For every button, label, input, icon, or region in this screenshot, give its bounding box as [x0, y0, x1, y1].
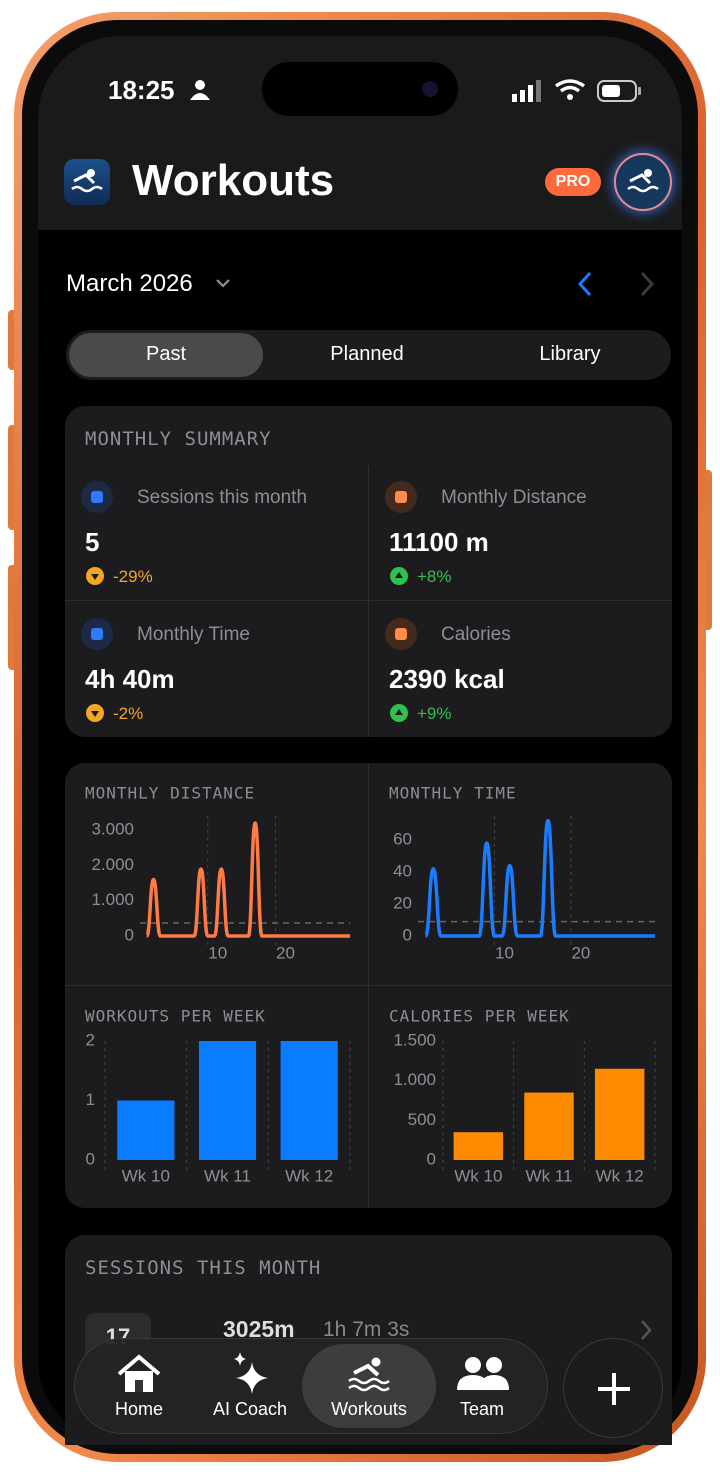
page-title: Workouts: [132, 156, 335, 205]
x-tick-label: 20: [276, 943, 295, 962]
tab-label[interactable]: Team: [459, 1399, 504, 1419]
x-tick-label: Wk 11: [526, 1166, 573, 1185]
tab-label[interactable]: AI Coach: [212, 1399, 288, 1419]
stat-value: 2390 kcal: [389, 664, 505, 694]
bar: [594, 1068, 645, 1160]
stat-label: Monthly Distance: [441, 487, 587, 508]
stat-icon: [385, 481, 417, 513]
stat-label: Monthly Time: [137, 624, 250, 645]
bar: [453, 1132, 504, 1160]
tab[interactable]: Past: [145, 343, 187, 365]
status-icons: [512, 79, 641, 102]
dynamic-island: [262, 62, 458, 116]
month-label[interactable]: March 2026: [66, 270, 193, 297]
tab-label[interactable]: Workouts: [331, 1399, 407, 1419]
y-tick-label: 0: [86, 1149, 95, 1168]
stat-icon: [81, 481, 113, 513]
status-time: 18:25: [108, 75, 175, 105]
y-tick-label: 0: [427, 1149, 436, 1168]
line: [423, 819, 655, 938]
app-icon: [64, 159, 110, 205]
next-button[interactable]: [636, 270, 658, 298]
y-tick-label: 1.000: [91, 890, 134, 909]
chart-title: MONTHLY TIME: [389, 784, 517, 803]
y-tick-label: 40: [393, 861, 412, 880]
trend-icon: [86, 704, 104, 722]
dropdown-icon[interactable]: [214, 276, 232, 290]
stat-label: Sessions this month: [137, 487, 308, 508]
tab[interactable]: Planned: [330, 343, 404, 365]
tab-label[interactable]: Home: [114, 1399, 163, 1419]
status-icon: [190, 80, 210, 100]
stat-change: -2%: [113, 704, 144, 723]
stat-change: -29%: [113, 567, 153, 586]
y-tick-label: 2.000: [91, 855, 134, 874]
chart-title: WORKOUTS PER WEEK: [85, 1007, 266, 1026]
side-button: [8, 565, 18, 670]
bar: [280, 1041, 338, 1160]
stat-value: 5: [85, 527, 100, 557]
ai-coach-icon[interactable]: [228, 1350, 274, 1396]
trend-icon: [390, 704, 408, 722]
stat-value: 4h 40m: [85, 664, 175, 694]
tab[interactable]: Library: [539, 343, 601, 365]
y-tick-label: 20: [393, 893, 412, 912]
x-tick-label: 20: [571, 943, 590, 962]
trend-icon: [86, 567, 104, 585]
line: [145, 821, 350, 938]
section-title: SESSIONS THIS MONTH: [85, 1257, 322, 1279]
chart-title: MONTHLY DISTANCE: [85, 784, 255, 803]
summary-card: [65, 406, 672, 737]
selected-tab: [302, 1344, 436, 1428]
add-button[interactable]: [563, 1338, 663, 1438]
x-tick-label: Wk 10: [454, 1166, 502, 1185]
x-tick-label: Wk 10: [122, 1166, 170, 1185]
pro-badge[interactable]: PRO: [545, 168, 601, 196]
home-icon[interactable]: [116, 1354, 162, 1394]
session-distance: 3025m: [223, 1316, 295, 1342]
side-button: [8, 425, 18, 530]
y-tick-label: 0: [403, 925, 412, 944]
chart-title: CALORIES PER WEEK: [389, 1007, 570, 1026]
team-icon[interactable]: [456, 1356, 510, 1392]
y-tick-label: 3.000: [91, 820, 134, 839]
y-tick-label: 0: [125, 925, 134, 944]
avatar[interactable]: [614, 153, 672, 211]
y-tick-label: 1.500: [393, 1030, 436, 1049]
bar: [117, 1100, 175, 1160]
stat-label: Calories: [441, 624, 511, 645]
prev-button[interactable]: [574, 270, 596, 298]
section-title: MONTHLY SUMMARY: [85, 428, 272, 450]
stat-icon: [81, 618, 113, 650]
y-tick-label: 60: [393, 829, 412, 848]
stat-icon: [385, 618, 417, 650]
workouts-icon[interactable]: [346, 1354, 392, 1392]
x-tick-label: Wk 12: [596, 1166, 644, 1185]
x-tick-label: 10: [208, 943, 227, 962]
x-tick-label: 10: [495, 943, 514, 962]
x-tick-label: Wk 11: [204, 1166, 251, 1185]
stat-value: 11100 m: [389, 527, 489, 557]
x-tick-label: Wk 12: [285, 1166, 333, 1185]
stat-change: +9%: [417, 704, 452, 723]
chevron[interactable]: [638, 1318, 654, 1342]
side-button: [8, 310, 18, 370]
trend-icon: [390, 567, 408, 585]
side-button: [702, 470, 712, 630]
y-tick-label: 1: [86, 1090, 95, 1109]
bar: [524, 1092, 574, 1160]
selected-segment: [69, 333, 263, 377]
bar: [198, 1041, 257, 1160]
y-tick-label: 500: [408, 1110, 436, 1129]
y-tick-label: 1.000: [393, 1070, 436, 1089]
stat-change: +8%: [417, 567, 452, 586]
y-tick-label: 2: [86, 1030, 95, 1049]
session-duration: 1h 7m 3s: [323, 1318, 410, 1341]
